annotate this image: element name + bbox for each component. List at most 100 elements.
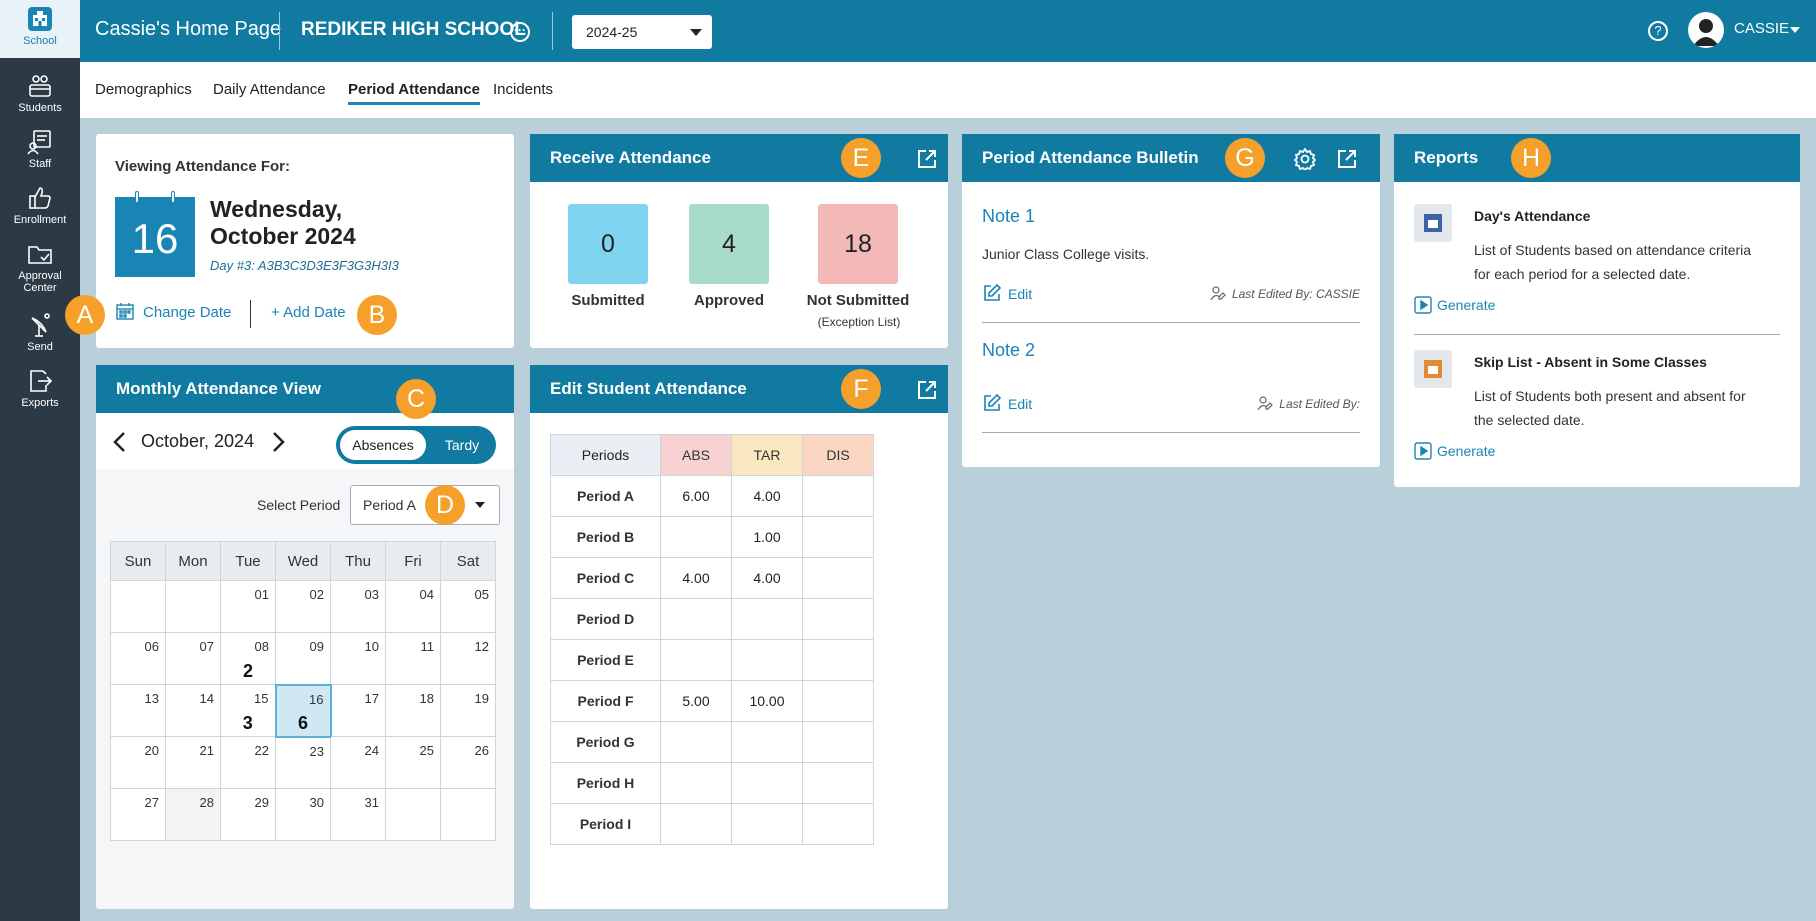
- calendar-day[interactable]: 02: [275, 580, 331, 633]
- calendar-day[interactable]: 14: [165, 684, 221, 737]
- help-icon[interactable]: ?: [1648, 21, 1668, 41]
- attendance-cell[interactable]: [802, 516, 874, 558]
- attendance-cell[interactable]: [731, 721, 803, 763]
- edit-note-button[interactable]: Edit: [982, 283, 1032, 303]
- attendance-cell[interactable]: [731, 598, 803, 640]
- open-external-icon[interactable]: [916, 379, 938, 401]
- calendar-day[interactable]: 21: [165, 736, 221, 789]
- add-date-button[interactable]: + Add Date: [271, 304, 346, 321]
- calendar-day[interactable]: 18: [385, 684, 441, 737]
- user-name[interactable]: CASSIE: [1734, 20, 1790, 37]
- attendance-cell[interactable]: [660, 598, 732, 640]
- tab-daily-attendance[interactable]: Daily Attendance: [213, 81, 326, 98]
- attendance-cell[interactable]: [660, 639, 732, 681]
- calendar-day[interactable]: 04: [385, 580, 441, 633]
- attendance-cell[interactable]: [802, 557, 874, 599]
- attendance-cell[interactable]: 4.00: [731, 475, 803, 517]
- calendar-day[interactable]: 25: [385, 736, 441, 789]
- attendance-cell[interactable]: 4.00: [660, 557, 732, 599]
- chevron-down-icon[interactable]: [1790, 27, 1800, 33]
- calendar-day[interactable]: 27: [110, 788, 166, 841]
- sidebar-item-approval-center[interactable]: Approval Center: [0, 235, 80, 305]
- attendance-cell[interactable]: [731, 803, 803, 845]
- calendar-day[interactable]: 29: [220, 788, 276, 841]
- calendar-day[interactable]: 03: [330, 580, 386, 633]
- sidebar-item-enrollment[interactable]: Enrollment: [0, 179, 80, 237]
- calendar-day[interactable]: 01: [220, 580, 276, 633]
- calendar-day[interactable]: 20: [110, 736, 166, 789]
- calendar-day[interactable]: 13: [110, 684, 166, 737]
- tab-incidents[interactable]: Incidents: [493, 81, 554, 98]
- stat-not-submitted[interactable]: 18: [818, 204, 898, 284]
- school-year-select[interactable]: 2024-25: [572, 15, 712, 49]
- chevron-right-icon[interactable]: [270, 431, 286, 453]
- calendar-day[interactable]: 10: [330, 632, 386, 685]
- note-title[interactable]: Note 1: [982, 206, 1036, 226]
- toggle-tardy[interactable]: Tardy: [444, 437, 480, 453]
- attendance-cell[interactable]: [802, 475, 874, 517]
- toggle-absences[interactable]: Absences: [340, 430, 426, 460]
- attendance-cell[interactable]: 10.00: [731, 680, 803, 722]
- more-options-icon[interactable]: ···: [510, 22, 530, 42]
- calendar-day[interactable]: 11: [385, 632, 441, 685]
- calendar-day[interactable]: 16 6: [274, 683, 332, 738]
- school-icon: [1424, 214, 1442, 232]
- attendance-cell[interactable]: [660, 721, 732, 763]
- period-select[interactable]: Period A: [350, 485, 500, 525]
- calendar-day[interactable]: 30: [275, 788, 331, 841]
- sidebar-item-label: Students: [18, 102, 62, 114]
- avatar[interactable]: [1688, 12, 1724, 48]
- calendar-day[interactable]: 07: [165, 632, 221, 685]
- chevron-left-icon[interactable]: [112, 431, 128, 453]
- absences-tardy-toggle[interactable]: Absences Tardy: [336, 426, 496, 464]
- gear-icon[interactable]: [1294, 148, 1316, 170]
- sidebar-item-send[interactable]: Send: [0, 306, 80, 364]
- calendar-day[interactable]: 23: [275, 736, 331, 789]
- calendar-day[interactable]: 08 2: [220, 632, 276, 685]
- attendance-cell[interactable]: [660, 803, 732, 845]
- calendar-empty-cell: [110, 580, 166, 633]
- generate-button[interactable]: Generate: [1414, 296, 1495, 314]
- attendance-cell[interactable]: [660, 516, 732, 558]
- stat-approved[interactable]: 4: [689, 204, 769, 284]
- school-name[interactable]: REDIKER HIGH SCHOOL: [301, 19, 526, 40]
- calendar-day[interactable]: 22: [220, 736, 276, 789]
- attendance-cell[interactable]: [802, 721, 874, 763]
- attendance-cell[interactable]: 6.00: [660, 475, 732, 517]
- sidebar-item-exports[interactable]: Exports: [0, 362, 80, 420]
- attendance-cell[interactable]: [731, 762, 803, 804]
- calendar-day[interactable]: 06: [110, 632, 166, 685]
- attendance-cell[interactable]: [802, 762, 874, 804]
- attendance-cell[interactable]: 1.00: [731, 516, 803, 558]
- open-external-icon[interactable]: [916, 148, 938, 170]
- attendance-cell[interactable]: 4.00: [731, 557, 803, 599]
- generate-button[interactable]: Generate: [1414, 442, 1495, 460]
- change-date-button[interactable]: Change Date: [115, 301, 231, 321]
- calendar-day[interactable]: 12: [440, 632, 496, 685]
- stat-submitted[interactable]: 0: [568, 204, 648, 284]
- sidebar-item-staff[interactable]: Staff: [0, 123, 80, 181]
- calendar-day[interactable]: 31: [330, 788, 386, 841]
- calendar-day[interactable]: 17: [330, 684, 386, 737]
- attendance-cell[interactable]: 5.00: [660, 680, 732, 722]
- edit-note-button[interactable]: Edit: [982, 393, 1032, 413]
- calendar-day[interactable]: 15 3: [220, 684, 276, 737]
- tab-period-attendance[interactable]: Period Attendance: [348, 81, 480, 105]
- calendar-day[interactable]: 05: [440, 580, 496, 633]
- open-external-icon[interactable]: [1336, 148, 1358, 170]
- attendance-cell[interactable]: [802, 803, 874, 845]
- attendance-cell[interactable]: [731, 639, 803, 681]
- attendance-cell[interactable]: [802, 680, 874, 722]
- note-title[interactable]: Note 2: [982, 340, 1036, 360]
- calendar-day[interactable]: 28: [165, 788, 221, 841]
- calendar-day[interactable]: 24: [330, 736, 386, 789]
- sidebar-item-students[interactable]: Students: [0, 67, 80, 125]
- tab-demographics[interactable]: Demographics: [95, 81, 192, 98]
- calendar-day[interactable]: 19: [440, 684, 496, 737]
- calendar-day[interactable]: 26: [440, 736, 496, 789]
- sidebar-item-school[interactable]: School: [0, 0, 80, 58]
- attendance-cell[interactable]: [802, 598, 874, 640]
- calendar-day[interactable]: 09: [275, 632, 331, 685]
- attendance-cell[interactable]: [802, 639, 874, 681]
- attendance-cell[interactable]: [660, 762, 732, 804]
